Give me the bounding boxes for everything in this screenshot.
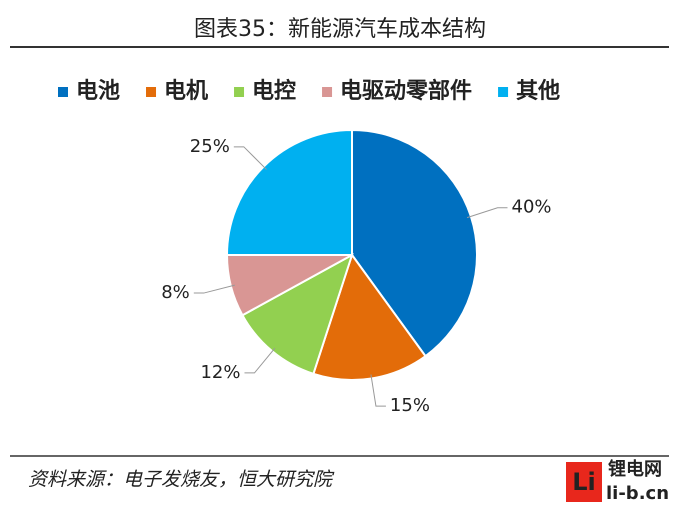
watermark-site: li-b.cn: [606, 483, 669, 504]
data-label: 25%: [190, 136, 230, 157]
legend-swatch: [322, 87, 333, 97]
legend-swatch: [146, 87, 157, 97]
legend-swatch: [234, 87, 245, 97]
data-label: 40%: [512, 197, 552, 218]
leader-line: [244, 347, 276, 374]
legend-label: 电池: [76, 79, 120, 104]
legend-swatch: [58, 87, 68, 97]
data-label: 8%: [161, 282, 190, 303]
legend-label: 电驱动零部件: [340, 78, 472, 104]
leader-line: [370, 374, 386, 407]
watermark-name: 锂电网: [608, 458, 662, 480]
logo-box: [566, 462, 602, 502]
legend-swatch: [498, 87, 509, 97]
leader-line: [193, 284, 235, 294]
legend-label: 其他: [516, 79, 560, 104]
legend-label: 电控: [252, 78, 296, 104]
legend-label: 电机: [164, 79, 208, 104]
leader-line: [466, 207, 508, 219]
data-label: 15%: [390, 395, 430, 416]
leader-line: [233, 146, 267, 170]
source: 资料来源：电子发烧友，恒大研究院: [28, 469, 335, 491]
logo: Li: [572, 468, 596, 496]
data-label: 12%: [200, 362, 240, 383]
chart-title: 图表35：新能源汽车成本结构: [194, 17, 486, 42]
